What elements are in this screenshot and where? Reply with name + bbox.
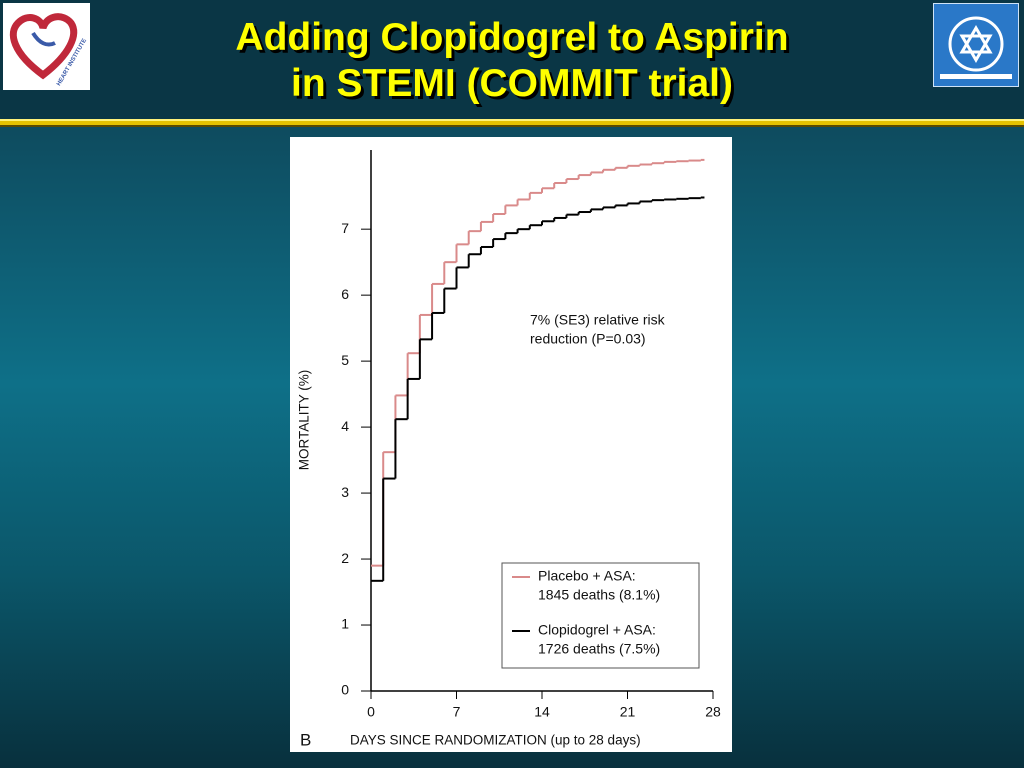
y-axis-label: MORTALITY (%) — [297, 370, 312, 471]
hospital-logo — [933, 3, 1019, 87]
logo-graphic: HEART INSTITUTE — [9, 13, 88, 87]
legend-box — [501, 562, 700, 669]
annotation: reduction (P=0.03) — [530, 331, 646, 347]
logo-ring — [948, 16, 1004, 72]
logo-graphic — [940, 16, 1012, 79]
heart-swoosh — [31, 31, 56, 47]
title-rule — [0, 119, 1024, 127]
legend-label: Clopidogrel + ASA: — [538, 622, 656, 638]
x-tick-label: 14 — [534, 704, 550, 720]
star-part — [959, 34, 993, 63]
star-part — [959, 25, 993, 54]
y-tick-label: 5 — [341, 352, 349, 368]
legend-detail: 1845 deaths (8.1%) — [538, 587, 660, 603]
x-tick-label: 0 — [367, 704, 375, 720]
y-tick-label: 0 — [341, 682, 349, 698]
x-tick-label: 7 — [453, 704, 461, 720]
y-tick-label: 2 — [341, 550, 349, 566]
chart: B DAYS SINCE RANDOMIZATION (up to 28 day… — [290, 137, 732, 752]
y-tick-label: 1 — [341, 616, 349, 632]
slide-title: in STEMI (COMMIT trial) — [291, 62, 733, 105]
heart-institute-logo: HEART INSTITUTE — [3, 3, 90, 90]
heart-shape — [9, 13, 78, 80]
header — [0, 0, 1024, 120]
y-tick-label: 6 — [341, 286, 349, 302]
x-tick-label: 28 — [705, 704, 721, 720]
legend-label: Placebo + ASA: — [538, 568, 636, 584]
y-tick-label: 3 — [341, 484, 349, 500]
logo-bar — [940, 74, 1012, 79]
slide-title: Adding Clopidogrel to Aspirin — [235, 16, 789, 59]
panel-label: B — [300, 730, 311, 749]
x-axis-label: DAYS SINCE RANDOMIZATION (up to 28 days) — [350, 733, 641, 748]
x-tick-label: 21 — [620, 704, 636, 720]
annotation: 7% (SE3) relative risk — [530, 312, 666, 328]
y-tick-label: 4 — [341, 418, 349, 434]
y-tick-label: 7 — [341, 220, 349, 236]
legend-detail: 1726 deaths (7.5%) — [538, 641, 660, 657]
